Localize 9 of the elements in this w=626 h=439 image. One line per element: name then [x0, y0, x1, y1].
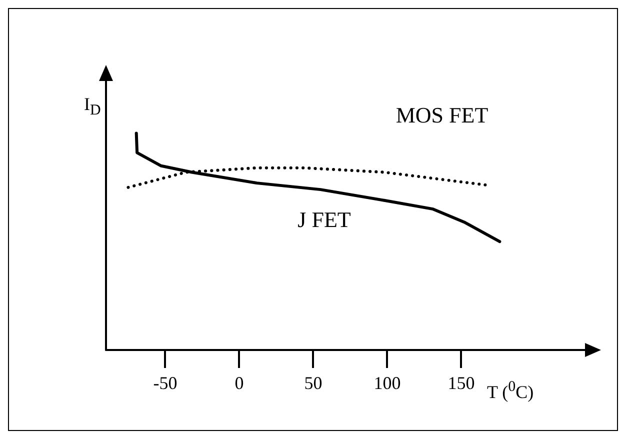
x-tick-label: -50 — [153, 373, 178, 393]
x-tick-label: 50 — [304, 373, 322, 393]
series-label: J FET — [298, 207, 352, 232]
x-tick-label: 100 — [374, 373, 401, 393]
x-axis-title: T ($^{0}$C) — [487, 379, 534, 402]
x-tick-label: 150 — [448, 373, 475, 393]
y-axis-title: I$_{D}$ — [84, 94, 101, 119]
text: MOS FET — [396, 102, 489, 128]
x-tick-label: 0 — [234, 373, 244, 393]
